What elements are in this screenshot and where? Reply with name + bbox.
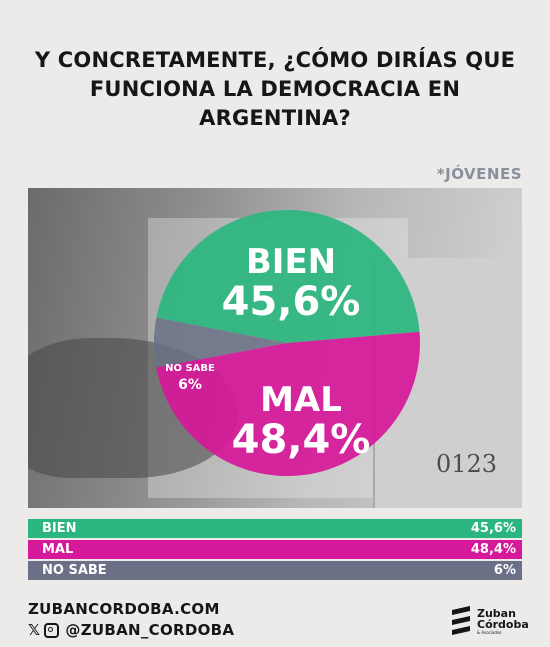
bar-bien: BIEN 45,6% <box>28 519 522 538</box>
summary-bars: BIEN 45,6% MAL 48,4% NO SABE 6% <box>28 519 522 582</box>
bar-value-bien: 45,6% <box>470 521 516 536</box>
brand-logo: Zuban Córdoba & Asociados <box>450 604 529 638</box>
zuban-logo-icon <box>452 606 470 635</box>
chart-title: Y CONCRETAMENTE, ¿CÓMO DIRÍAS QUE FUNCIO… <box>34 48 516 130</box>
pie-value-mal: 48,4% <box>232 417 371 463</box>
brand-line-3: & Asociados <box>477 629 502 635</box>
pie-slice-mal <box>156 331 421 477</box>
footer-social[interactable]: 𝕏 @ZUBAN_CORDOBA <box>28 621 234 639</box>
bar-value-no-sabe: 6% <box>493 563 516 578</box>
pie-value-bien: 45,6% <box>222 279 361 325</box>
segment-label: *JÓVENES <box>436 165 522 183</box>
ballot-box-number: 0123 <box>436 450 498 478</box>
footer-website[interactable]: ZUBANCORDOBA.COM <box>28 600 220 618</box>
bar-value-mal: 48,4% <box>470 542 516 557</box>
bar-label-bien: BIEN <box>42 521 77 536</box>
pie-slice-no-sabe <box>153 317 287 368</box>
bar-mal: MAL 48,4% <box>28 540 522 559</box>
social-handle: @ZUBAN_CORDOBA <box>65 621 235 639</box>
instagram-icon[interactable] <box>44 622 60 638</box>
pie-label-bien: BIEN <box>246 242 336 282</box>
bar-label-no-sabe: NO SABE <box>42 563 107 578</box>
pie-label-mal: MAL <box>260 380 342 420</box>
background-photo: 0123 BIEN 45,6% MAL 48,4% NO SABE 6% <box>28 188 522 508</box>
pie-slice-bien <box>156 209 420 343</box>
x-logo-icon[interactable]: 𝕏 <box>28 621 41 639</box>
bar-label-mal: MAL <box>42 542 74 557</box>
brand-line-1: Zuban <box>477 606 516 620</box>
pie-label-no-sabe: NO SABE <box>165 363 215 374</box>
bar-no-sabe: NO SABE 6% <box>28 561 522 580</box>
pie-value-no-sabe: 6% <box>178 377 202 393</box>
brand-line-2: Córdoba <box>477 617 529 631</box>
